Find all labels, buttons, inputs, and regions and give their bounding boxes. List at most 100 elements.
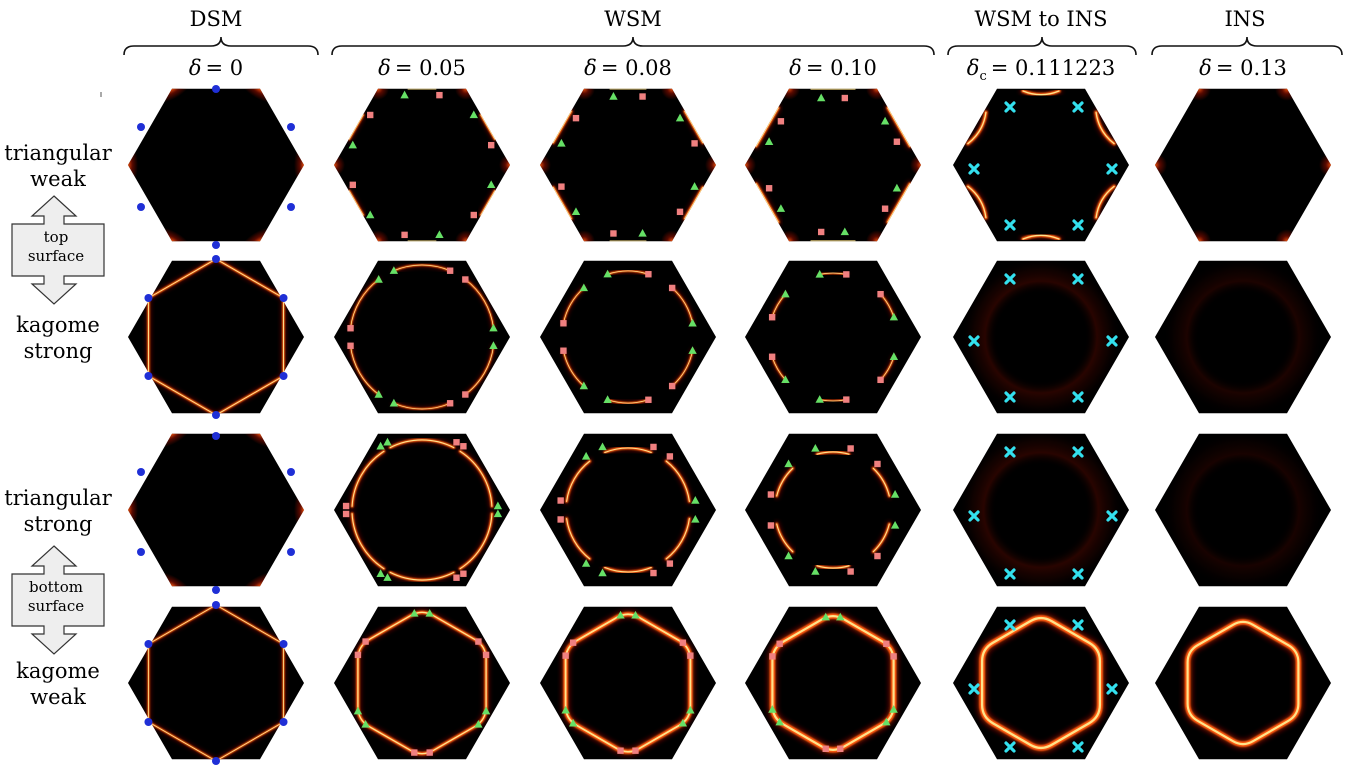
cross-marker (1072, 219, 1084, 231)
square-marker (768, 314, 776, 321)
triangle-marker (571, 207, 581, 216)
square-marker (776, 640, 783, 647)
dirac-point-marker (212, 432, 220, 440)
triangle-marker (815, 269, 824, 278)
cross-marker (1004, 391, 1016, 403)
cross-marker (968, 510, 980, 522)
triangle-marker (889, 705, 898, 713)
square-marker (572, 114, 580, 122)
phase-ins-label: INS (1224, 7, 1265, 31)
triangle-marker (383, 573, 392, 581)
square-marker (650, 443, 657, 451)
triangle-marker (890, 490, 900, 498)
square-marker (817, 228, 825, 236)
square-marker (767, 491, 775, 498)
label-triangular-weak: triangular weak (4, 141, 112, 191)
triangle-marker (784, 459, 793, 468)
triangle-marker (353, 706, 363, 715)
square-marker (767, 522, 775, 529)
hexagon-bz (953, 88, 1129, 242)
triangle-marker (469, 110, 478, 119)
square-marker (822, 745, 829, 752)
square-marker (462, 276, 469, 283)
square-marker (645, 396, 652, 403)
square-marker (841, 94, 849, 102)
dirac-point-marker (287, 548, 295, 556)
triangle-marker (581, 559, 591, 567)
panel-r1-c3 (540, 88, 716, 242)
square-marker (768, 353, 776, 360)
phase-wsm-label: WSM (604, 7, 661, 31)
dirac-point-marker (287, 123, 295, 131)
triangle-marker (603, 395, 612, 403)
dirac-point-marker (212, 85, 220, 93)
triangle-marker (489, 323, 498, 332)
square-marker (462, 391, 469, 398)
hexagon-bz (334, 433, 510, 587)
bottom-surface-arrow-box-text: bottom surface (28, 578, 84, 615)
square-marker (676, 208, 684, 216)
dirac-point-marker (212, 757, 220, 765)
square-marker (691, 140, 698, 147)
triangle-marker (376, 441, 385, 450)
panel-r4-c1 (128, 601, 304, 765)
square-marker (342, 510, 350, 518)
square-marker (645, 271, 652, 278)
square-marker (436, 91, 443, 99)
square-marker (666, 453, 674, 460)
panel-r2-c1 (128, 255, 304, 419)
triangle-marker (598, 568, 607, 577)
square-marker (411, 749, 418, 756)
hexagon-bz (334, 260, 510, 414)
phase-dsm-label: DSM (190, 7, 243, 31)
triangle-marker (581, 451, 591, 460)
delta-label-1: δ = 0 (189, 56, 243, 80)
cross-marker (1106, 335, 1118, 347)
dirac-point-marker (287, 468, 295, 476)
dirac-point-marker (212, 586, 220, 594)
cross-marker (1004, 619, 1016, 631)
triangle-marker (425, 608, 434, 617)
triangle-marker (840, 227, 850, 236)
panel-r4-c2 (334, 606, 510, 760)
triangle-marker (688, 318, 697, 327)
triangle-marker (376, 569, 385, 577)
panel-r4-c3 (540, 606, 716, 760)
panel-r4-c6 (1155, 606, 1331, 760)
triangle-marker (374, 390, 383, 398)
triangle-marker (691, 514, 700, 523)
cross-marker (968, 683, 980, 695)
hexagon-bz (1155, 606, 1331, 760)
dirac-point-marker (287, 203, 295, 211)
square-marker (877, 290, 884, 298)
hexagon-bz (745, 88, 921, 242)
hexagon-bz (745, 433, 921, 587)
triangle-marker (892, 183, 902, 192)
label-triangular-strong: triangular strong (4, 486, 112, 536)
square-marker (347, 325, 354, 332)
square-marker (874, 552, 881, 560)
square-marker (843, 396, 850, 403)
square-marker (475, 638, 482, 645)
square-marker (769, 653, 776, 660)
triangle-marker (688, 346, 697, 354)
square-marker (881, 205, 889, 212)
square-marker (632, 747, 639, 754)
square-marker (470, 211, 477, 219)
triangle-marker (609, 92, 618, 100)
square-marker (557, 516, 564, 523)
square-marker (453, 439, 460, 446)
delta-label-2: δ = 0.05 (378, 56, 466, 80)
triangle-marker (781, 375, 790, 384)
square-marker (401, 231, 408, 239)
triangle-marker (781, 289, 790, 298)
square-marker (446, 400, 454, 407)
square-marker (426, 749, 433, 756)
triangle-marker (489, 341, 498, 349)
cross-marker (1072, 619, 1084, 631)
cross-marker (1106, 510, 1118, 522)
panel-r1-c6 (1155, 88, 1331, 242)
square-marker (777, 118, 785, 125)
phase-wsm-brace (331, 36, 935, 56)
